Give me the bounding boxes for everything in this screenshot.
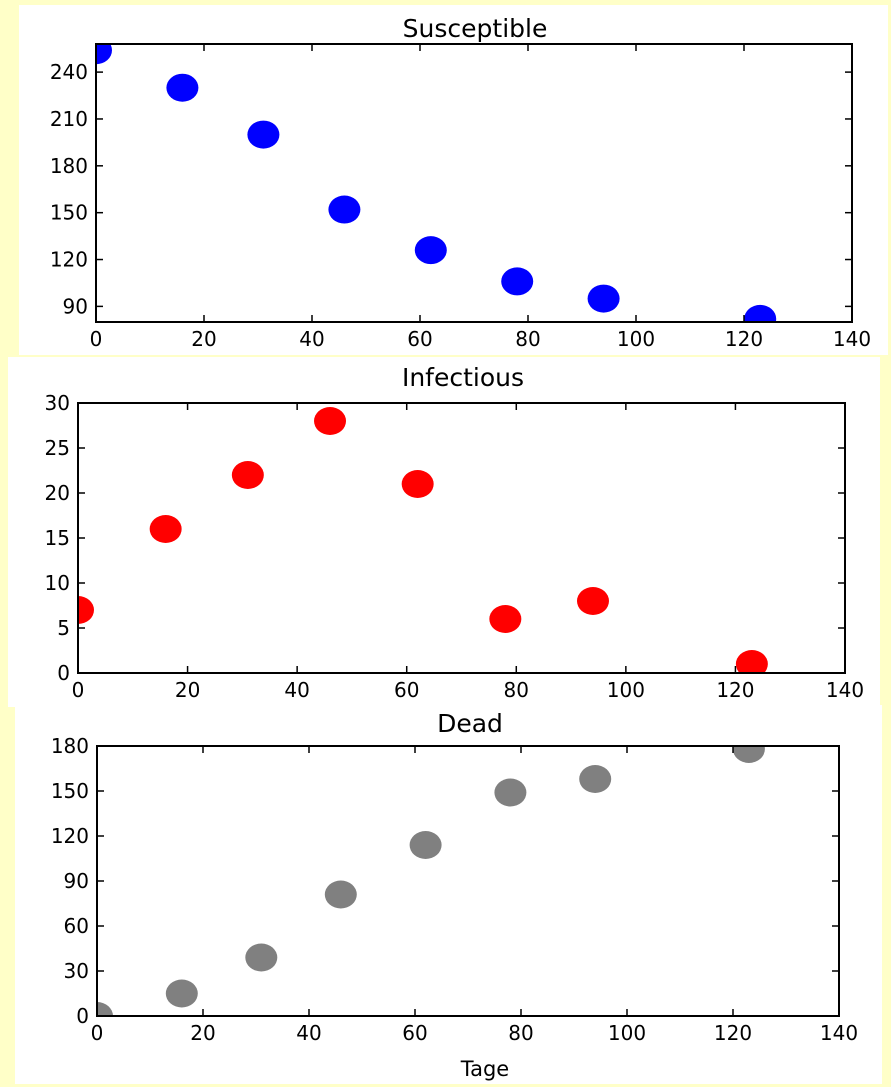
x-tick-label: 0: [90, 327, 103, 351]
dead-data-point: [494, 778, 527, 807]
infectious-plot-frame: [77, 402, 846, 674]
x-tick-label: 120: [714, 1021, 752, 1045]
susceptible-data-point: [414, 236, 447, 265]
infectious-data-point: [78, 596, 94, 624]
y-tick-label: 210: [50, 107, 88, 131]
y-tick-label: 150: [51, 779, 89, 803]
infectious-data-point: [231, 461, 264, 489]
infectious-data-point: [735, 650, 768, 673]
infectious-data-point: [149, 515, 182, 543]
x-tick-label: 100: [608, 1021, 646, 1045]
y-tick-label: 150: [50, 201, 88, 225]
x-tick-label: 60: [394, 678, 419, 702]
susceptible-title: Susceptible: [403, 14, 548, 43]
x-tick-label: 140: [833, 327, 871, 351]
y-tick-label: 0: [76, 1004, 89, 1028]
x-tick-label: 140: [820, 1021, 858, 1045]
x-tick-label: 40: [299, 327, 324, 351]
x-tick-label: 120: [725, 327, 763, 351]
infectious-data-point: [489, 605, 522, 633]
infectious-points: [78, 407, 768, 673]
susceptible-chart: 0 20 40 60 80 100 120 140 90 120 150 180 210 240 Susce…: [50, 14, 871, 351]
susceptible-plot-frame: [95, 43, 853, 323]
y-tick-label: 20: [45, 481, 70, 505]
y-tick-label: 240: [50, 60, 88, 84]
infectious-chart: 0 20 40 60 80 100 120 140 0 5 10 15 20 25 30 Infectious: [45, 363, 865, 702]
x-tick-label: 60: [407, 327, 432, 351]
susceptible-data-point: [328, 195, 361, 224]
x-tick-label: 80: [508, 1021, 533, 1045]
x-tick-label: 20: [175, 678, 200, 702]
dead-data-point: [409, 831, 442, 859]
dead-plot-frame: [96, 745, 840, 1017]
susceptible-points: [96, 44, 777, 322]
susceptible-data-point: [744, 304, 777, 322]
x-tick-label: 40: [296, 1021, 321, 1045]
susceptible-data-point: [247, 120, 280, 149]
x-tick-label: 100: [617, 327, 655, 351]
y-tick-label: 30: [64, 959, 89, 983]
x-tick-label: 20: [190, 1021, 215, 1045]
x-tick-label: 120: [716, 678, 754, 702]
infectious-data-point: [576, 587, 609, 615]
y-tick-label: 180: [50, 154, 88, 178]
dead-data-point: [579, 765, 612, 793]
y-tick-label: 90: [63, 294, 88, 318]
x-tick-label: 20: [191, 327, 216, 351]
dead-data-point: [245, 943, 278, 972]
x-tick-label: 0: [91, 1021, 104, 1045]
y-tick-label: 180: [51, 734, 89, 758]
dead-title: Dead: [437, 709, 503, 738]
x-tick-label: 100: [607, 678, 645, 702]
dead-points: [97, 746, 765, 1016]
infectious-title: Infectious: [402, 363, 524, 392]
y-tick-label: 25: [45, 436, 70, 460]
x-tick-label: 80: [504, 678, 529, 702]
dead-data-point: [732, 746, 765, 763]
dead-data-point: [324, 880, 357, 909]
y-tick-label: 60: [64, 914, 89, 938]
susceptible-data-point: [587, 284, 620, 313]
x-tick-label: 40: [284, 678, 309, 702]
y-tick-label: 10: [45, 571, 70, 595]
y-tick-label: 15: [45, 526, 70, 550]
x-tick-label: 80: [515, 327, 540, 351]
y-tick-label: 120: [50, 248, 88, 272]
y-tick-label: 5: [57, 616, 70, 640]
dead-data-point: [97, 1002, 113, 1016]
y-tick-label: 30: [45, 391, 70, 415]
infectious-data-point: [401, 470, 434, 498]
y-tick-label: 120: [51, 824, 89, 848]
y-tick-label: 90: [64, 869, 89, 893]
susceptible-data-point: [96, 44, 112, 65]
infectious-data-point: [314, 407, 347, 435]
x-tick-label: 60: [402, 1021, 427, 1045]
x-tick-label: 140: [826, 678, 864, 702]
susceptible-data-point: [501, 267, 534, 296]
x-tick-label: 0: [72, 678, 85, 702]
dead-data-point: [165, 979, 198, 1008]
x-axis-label: Tage: [460, 1057, 509, 1081]
y-tick-label: 0: [57, 661, 70, 685]
susceptible-data-point: [166, 73, 199, 102]
dead-panel: [15, 705, 882, 1084]
susceptible-panel: [19, 5, 888, 355]
dead-chart: 0 20 40 60 80 100 120 140 0 30 60 90 120 150 180 Dead Ta…: [51, 709, 858, 1081]
